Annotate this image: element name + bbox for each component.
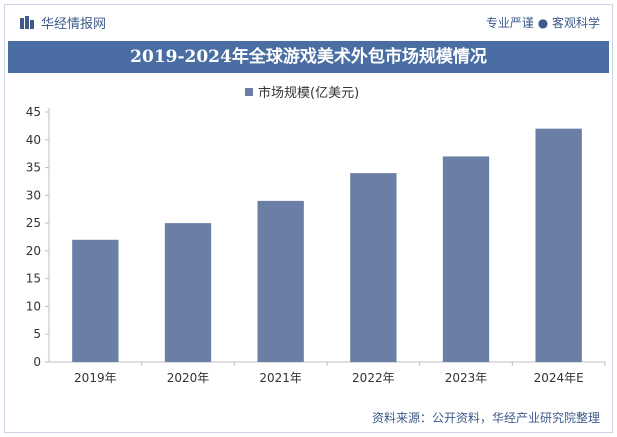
chart-axes — [45, 108, 606, 366]
brand-name: 华经情报网 — [41, 17, 107, 32]
legend-label: 市场规模(亿美元) — [258, 86, 360, 101]
y-tick-label: 35 — [26, 161, 41, 175]
x-tick-label: 2024年E — [534, 371, 584, 385]
top-bar: 华经情报网 专业严谨 ● 客观科学 — [5, 5, 612, 39]
logo-icon — [20, 15, 34, 29]
y-tick-label: 30 — [26, 188, 41, 202]
chart-bars — [72, 128, 582, 362]
x-tick-label: 2019年 — [74, 371, 117, 385]
y-tick-label: 0 — [33, 355, 41, 369]
legend: 市场规模(亿美元) — [245, 82, 359, 101]
bar — [257, 200, 304, 362]
chart-frame: 华经情报网 专业严谨 ● 客观科学 2019-2024年全球游戏美术外包市场规模… — [4, 4, 613, 433]
legend-swatch — [245, 87, 253, 96]
bar — [442, 156, 490, 362]
bar — [350, 173, 397, 362]
y-tick-label: 15 — [26, 272, 41, 286]
bar — [72, 239, 119, 362]
bar — [164, 223, 212, 362]
tagline: 专业严谨 ● 客观科学 — [485, 16, 600, 30]
y-tick-label: 10 — [26, 299, 41, 313]
chart-title: 2019-2024年全球游戏美术外包市场规模情况 — [130, 47, 487, 67]
y-tick-label: 20 — [26, 244, 41, 258]
x-tick-label: 2020年 — [167, 371, 210, 385]
y-tick-label: 5 — [33, 327, 41, 341]
y-tick-label: 40 — [26, 133, 41, 147]
source-note: 资料来源：公开资料，华经产业研究院整理 — [371, 411, 600, 425]
x-tick-labels: 2019年 2020年 2021年 2022年 2023年 2024年E — [74, 371, 584, 385]
y-tick-labels: 0 5 10 15 20 25 30 35 40 45 — [26, 105, 41, 369]
brand: 华经情报网 — [19, 13, 106, 32]
y-tick-label: 45 — [26, 105, 41, 119]
x-tick-label: 2021年 — [259, 371, 302, 385]
x-tick-label: 2023年 — [445, 371, 488, 385]
x-tick-label: 2022年 — [352, 371, 395, 385]
bar — [535, 128, 582, 362]
title-bar: 2019-2024年全球游戏美术外包市场规模情况 — [8, 41, 609, 73]
y-tick-label: 25 — [26, 216, 41, 230]
